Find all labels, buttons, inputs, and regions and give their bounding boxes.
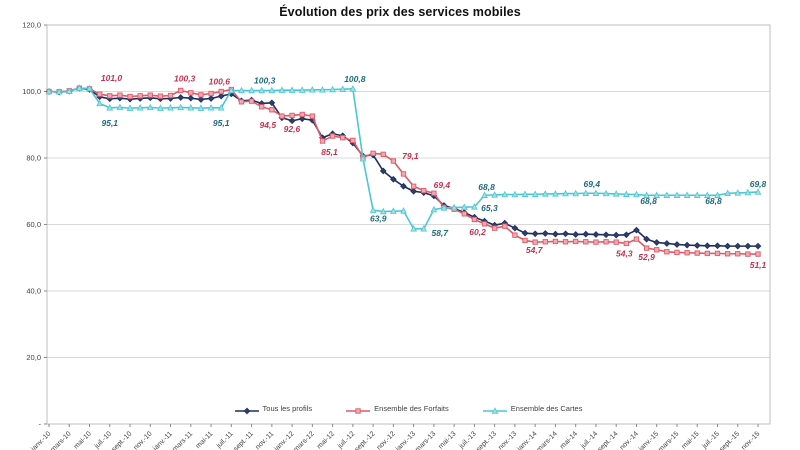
legend-item-tous-les-profils: Tous les profils xyxy=(234,403,313,415)
svg-text:nov.-13: nov.-13 xyxy=(497,430,518,450)
svg-text:nov.-11: nov.-11 xyxy=(255,430,276,450)
svg-text:juil.-13: juil.-13 xyxy=(458,430,478,450)
legend-diamond-marker-icon xyxy=(234,403,259,415)
svg-text:63,9: 63,9 xyxy=(370,214,387,224)
svg-text:79,1: 79,1 xyxy=(402,151,419,161)
svg-text:sept.-11: sept.-11 xyxy=(233,430,256,450)
svg-text:nov.-12: nov.-12 xyxy=(376,430,397,450)
svg-text:95,1: 95,1 xyxy=(101,118,118,128)
svg-text:nov.-15: nov.-15 xyxy=(740,430,761,450)
svg-text:20,0: 20,0 xyxy=(26,353,41,362)
svg-text:mars-13: mars-13 xyxy=(414,430,437,450)
svg-text:juil.-15: juil.-15 xyxy=(701,430,721,450)
svg-text:nov.-14: nov.-14 xyxy=(619,430,640,450)
gridlines xyxy=(46,24,771,425)
svg-text:nov.-10: nov.-10 xyxy=(133,430,154,450)
svg-text:juil.-12: juil.-12 xyxy=(336,430,356,450)
svg-text:60,0: 60,0 xyxy=(26,220,41,229)
svg-text:juil.-14: juil.-14 xyxy=(579,430,599,450)
svg-text:janv.-10: janv.-10 xyxy=(30,430,53,450)
svg-text:69,4: 69,4 xyxy=(434,180,451,190)
svg-text:100,3: 100,3 xyxy=(174,74,196,84)
svg-text:mai-14: mai-14 xyxy=(559,430,579,450)
svg-text:68,8: 68,8 xyxy=(705,196,722,206)
legend-item-ensemble-des-forfaits: Ensemble des Forfaits xyxy=(346,403,449,414)
svg-text:69,8: 69,8 xyxy=(750,179,767,189)
legend-item-ensemble-des-cartes: Ensemble des Cartes xyxy=(482,403,583,414)
data-labels: 101,0 100,3 100,6 94,5 92,6 85,1 79,1 69,4 60,2 5… xyxy=(101,73,767,270)
svg-text:92,6: 92,6 xyxy=(284,124,301,134)
legend-label-ensemble-des-cartes: Ensemble des Cartes xyxy=(510,403,583,413)
svg-text:sept.-10: sept.-10 xyxy=(111,430,134,450)
y-axis: 120,0 100,0 80,0 60,0 40,0 20,0 - xyxy=(22,21,47,429)
svg-text:60,2: 60,2 xyxy=(469,227,486,237)
svg-text:52,9: 52,9 xyxy=(638,252,655,262)
svg-text:mars-12: mars-12 xyxy=(293,430,316,450)
svg-text:100,8: 100,8 xyxy=(344,74,366,84)
svg-text:40,0: 40,0 xyxy=(26,287,41,296)
svg-text:sept.-15: sept.-15 xyxy=(718,430,741,450)
svg-text:sept.-13: sept.-13 xyxy=(475,430,498,450)
svg-text:mai-11: mai-11 xyxy=(195,430,215,450)
chart-title: Évolution des prix des services mobiles xyxy=(279,5,521,19)
svg-text:mai-10: mai-10 xyxy=(73,430,93,450)
svg-text:janv.-12: janv.-12 xyxy=(273,430,296,450)
svg-text:85,1: 85,1 xyxy=(321,147,338,157)
svg-text:janv.-13: janv.-13 xyxy=(394,430,417,450)
svg-text:juil.-11: juil.-11 xyxy=(215,430,235,450)
svg-text:mars-14: mars-14 xyxy=(536,430,559,450)
svg-text:51,1: 51,1 xyxy=(750,260,767,270)
svg-text:120,0: 120,0 xyxy=(22,21,41,30)
svg-text:mai-13: mai-13 xyxy=(437,430,457,450)
series-ensemble-des-cartes xyxy=(45,84,762,232)
svg-text:100,0: 100,0 xyxy=(22,87,41,96)
svg-text:94,5: 94,5 xyxy=(260,120,277,130)
svg-text:mars-15: mars-15 xyxy=(657,430,680,450)
svg-text:68,8: 68,8 xyxy=(478,182,495,192)
svg-text:101,0: 101,0 xyxy=(101,73,123,83)
svg-text:58,7: 58,7 xyxy=(431,228,449,238)
svg-text:juil.-10: juil.-10 xyxy=(93,430,113,450)
svg-text:janv.-15: janv.-15 xyxy=(637,430,660,450)
svg-text:sept.-12: sept.-12 xyxy=(354,430,377,450)
series-tous-les-profils xyxy=(45,84,762,250)
svg-text:95,1: 95,1 xyxy=(213,118,230,128)
legend-triangle-marker-icon xyxy=(482,403,507,414)
svg-text:68,8: 68,8 xyxy=(640,196,657,206)
svg-text:janv.-14: janv.-14 xyxy=(516,430,539,450)
svg-text:100,6: 100,6 xyxy=(209,77,231,87)
svg-text:mai-15: mai-15 xyxy=(681,430,701,450)
legend-label-ensemble-des-forfaits: Ensemble des Forfaits xyxy=(374,403,449,413)
svg-text:mars-11: mars-11 xyxy=(171,430,194,450)
svg-text:100,3: 100,3 xyxy=(254,76,276,86)
svg-text:65,3: 65,3 xyxy=(481,203,498,213)
legend-label-tous-les-profils: Tous les profils xyxy=(262,403,313,413)
svg-text:54,7: 54,7 xyxy=(526,245,544,255)
chart-legend: Tous les profils Ensemble des Forfaits E… xyxy=(47,400,770,416)
svg-text:54,3: 54,3 xyxy=(616,248,633,258)
svg-text:80,0: 80,0 xyxy=(26,154,41,163)
svg-text:mai-12: mai-12 xyxy=(316,430,336,450)
svg-text:janv.-11: janv.-11 xyxy=(151,430,174,450)
svg-text:sept.-14: sept.-14 xyxy=(597,430,620,450)
svg-text:mars-10: mars-10 xyxy=(50,430,73,450)
series-ensemble-des-forfaits xyxy=(46,85,761,257)
legend-square-marker-icon xyxy=(346,403,371,414)
svg-text:69,4: 69,4 xyxy=(584,179,601,189)
svg-text:-: - xyxy=(39,420,42,429)
